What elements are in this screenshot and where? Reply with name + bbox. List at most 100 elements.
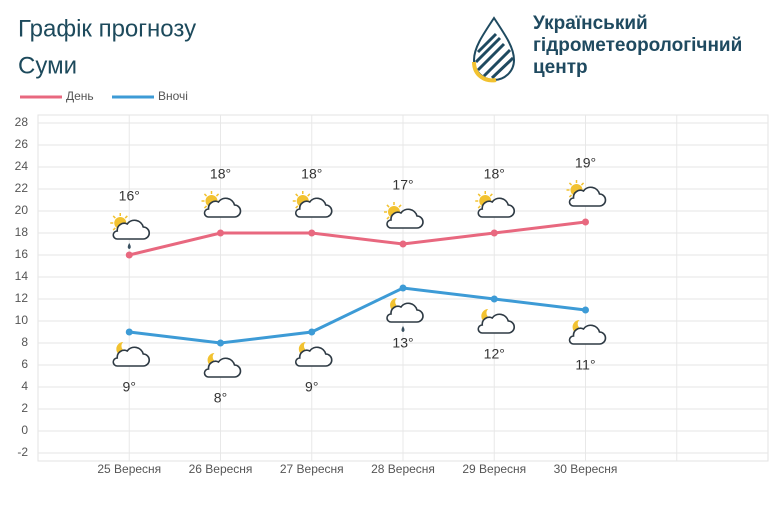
data-point	[217, 229, 224, 237]
cloud	[203, 357, 242, 378]
x-tick-label: 29 Вересня	[462, 462, 526, 476]
cloud	[568, 324, 607, 345]
sun-ray	[386, 204, 390, 208]
data-label: 17°	[392, 177, 413, 193]
sun-ray	[568, 194, 573, 198]
y-tick-label: 16	[15, 247, 29, 261]
city-name: Суми	[18, 52, 77, 79]
data-label: 16°	[119, 188, 140, 204]
series-line	[128, 220, 586, 257]
data-label: 13°	[392, 335, 413, 351]
weather-icon	[566, 180, 607, 207]
sun-ray	[489, 193, 493, 197]
sun-ray	[477, 193, 481, 197]
data-label: 18°	[484, 166, 505, 182]
data-label: 12°	[484, 346, 505, 362]
y-tick-label: 2	[21, 401, 28, 415]
weather-icon	[294, 342, 333, 367]
data-label: 8°	[214, 390, 227, 406]
weather-icon	[386, 298, 424, 332]
sun-ray	[386, 216, 390, 220]
rain-drop	[127, 243, 131, 249]
page-title: Графік прогнозу	[18, 15, 196, 42]
weather-icon	[475, 191, 516, 218]
y-tick-label: 6	[21, 357, 28, 371]
logo-text: центр	[533, 57, 588, 78]
sun-ray	[477, 205, 481, 209]
data-label: 18°	[301, 166, 322, 182]
sun-ray	[215, 193, 220, 197]
data-point	[399, 284, 407, 292]
cloud	[477, 197, 516, 218]
x-tick-label: 28 Вересня	[371, 462, 435, 476]
x-tick-label: 27 Вересня	[280, 462, 344, 476]
cloud	[112, 346, 151, 367]
sun-ray	[112, 215, 116, 219]
data-point	[217, 339, 224, 347]
data-label: 11°	[575, 357, 595, 373]
y-tick-label: 12	[15, 291, 29, 305]
logo	[472, 16, 516, 83]
cloud	[386, 208, 424, 229]
y-tick-label: 20	[15, 203, 29, 217]
cloud	[112, 219, 151, 240]
weather-icon	[203, 353, 242, 378]
sun-ray	[398, 204, 402, 208]
data-label: 19°	[575, 155, 596, 171]
weather-icon	[292, 191, 333, 218]
y-tick-label: 22	[15, 181, 29, 195]
cloud	[294, 197, 333, 218]
weather-icon	[110, 213, 151, 249]
cloud	[477, 313, 516, 334]
y-tick-label: -2	[17, 445, 28, 459]
data-label: 9°	[123, 379, 136, 395]
weather-icon	[384, 202, 424, 229]
data-point	[308, 229, 316, 237]
data-point	[399, 240, 407, 248]
weather-icon	[568, 320, 607, 345]
series-line	[129, 286, 586, 345]
data-point	[490, 295, 498, 303]
logo-text: гідрометеорологічний	[533, 35, 742, 56]
data-point	[582, 306, 589, 314]
data-label: 18°	[210, 166, 231, 182]
x-tick-label: 25 Вересня	[97, 462, 161, 476]
y-tick-label: 26	[15, 137, 29, 151]
y-tick-label: 24	[15, 159, 29, 173]
data-point	[582, 218, 589, 226]
cloud	[294, 346, 333, 367]
sun-ray	[568, 182, 573, 186]
cloud	[203, 197, 242, 218]
sun-ray	[124, 215, 128, 219]
weather-icon	[201, 191, 242, 218]
y-tick-label: 28	[15, 115, 29, 129]
data-point	[490, 229, 498, 237]
legend-label: День	[66, 89, 94, 103]
y-tick-label: 18	[15, 225, 29, 239]
sun-ray	[580, 182, 585, 186]
cloud	[568, 186, 607, 207]
sun-ray	[203, 193, 208, 197]
sun-ray	[307, 193, 311, 197]
rain-drop	[401, 326, 405, 332]
y-tick-label: 0	[21, 423, 28, 437]
y-tick-label: 8	[21, 335, 28, 349]
cloud	[386, 302, 424, 323]
sun-ray	[295, 193, 299, 197]
data-label: 9°	[305, 379, 318, 395]
sun-ray	[203, 205, 208, 209]
x-tick-label: 26 Вересня	[189, 462, 253, 476]
data-point	[308, 328, 316, 336]
sun-ray	[295, 205, 299, 209]
logo-text: Український	[533, 13, 648, 34]
y-tick-label: 10	[15, 313, 29, 327]
weather-icon	[112, 342, 151, 367]
y-tick-label: 14	[15, 269, 29, 283]
data-point	[125, 251, 133, 259]
legend-label: Вночі	[158, 89, 188, 103]
y-tick-label: 4	[21, 379, 28, 393]
x-tick-label: 30 Вересня	[554, 462, 618, 476]
sun-ray	[112, 227, 116, 231]
data-point	[125, 328, 133, 336]
